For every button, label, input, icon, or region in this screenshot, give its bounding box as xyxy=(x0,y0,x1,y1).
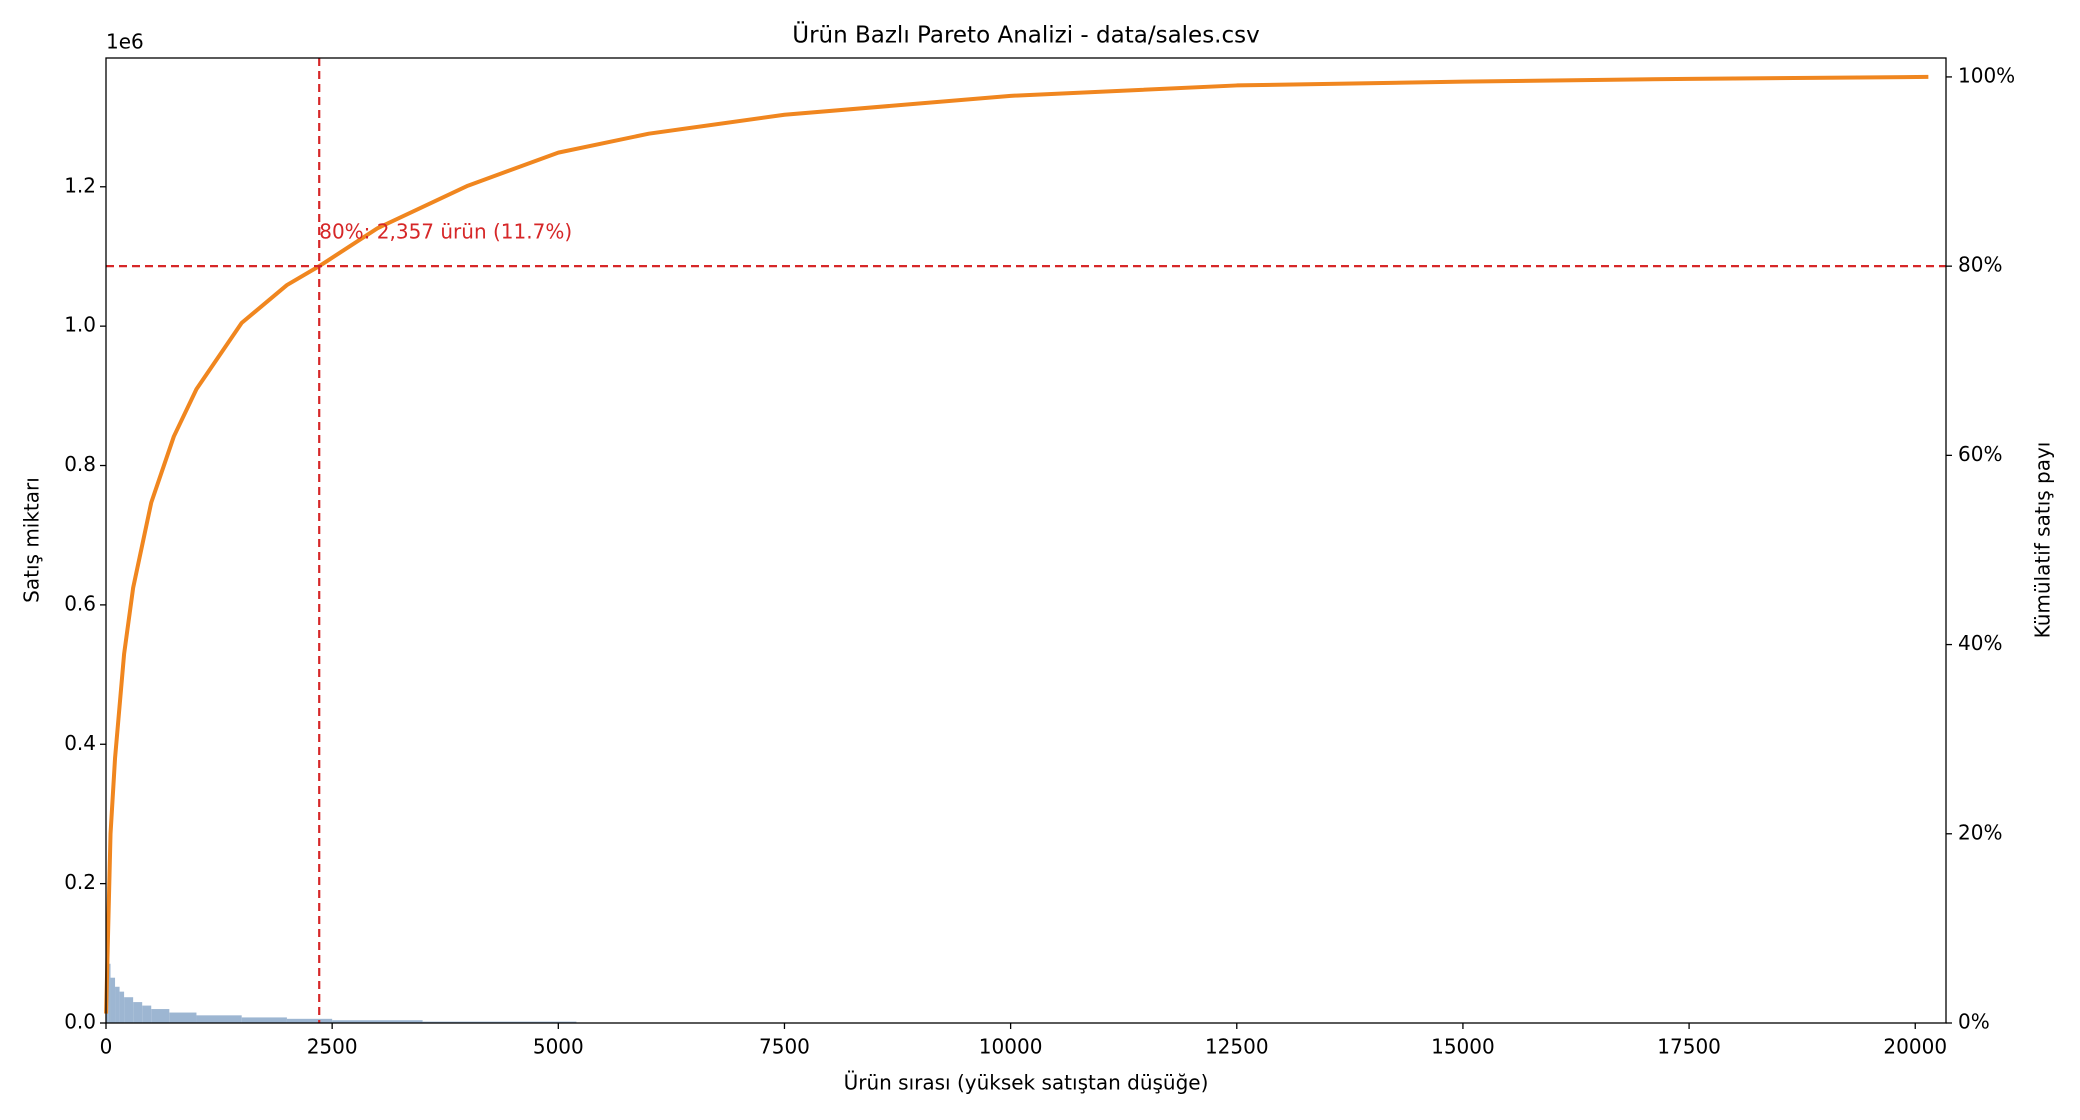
bar xyxy=(133,1002,143,1023)
x-tick-label: 20000 xyxy=(1883,1035,1947,1059)
bar xyxy=(115,986,120,1023)
y2-tick-label: 60% xyxy=(1958,442,2002,466)
bar xyxy=(196,1015,242,1023)
annotation: 80%: 2,357 ürün (11.7%) xyxy=(319,220,572,244)
chart-title: Ürün Bazlı Pareto Analizi - data/sales.c… xyxy=(792,21,1260,49)
y-tick-label: 0.8 xyxy=(64,452,96,476)
bar xyxy=(169,1012,197,1023)
x-tick-label: 12500 xyxy=(1205,1035,1269,1059)
bar xyxy=(119,991,125,1023)
bar xyxy=(110,977,116,1023)
y-offset-label: 1e6 xyxy=(106,30,144,54)
y2-tick-label: 40% xyxy=(1958,631,2002,655)
x-axis-label: Ürün sırası (yüksek satıştan düşüğe) xyxy=(844,1071,1209,1095)
y-tick-label: 1.2 xyxy=(64,173,96,197)
y2-axis-label: Kümülatif satış payı xyxy=(2031,442,2055,639)
y-tick-label: 0.4 xyxy=(64,731,96,755)
y-axis-label: Satış miktarı xyxy=(20,477,44,603)
y-tick-label: 0.0 xyxy=(64,1010,96,1034)
y-tick-label: 0.6 xyxy=(64,591,96,615)
x-tick-label: 7500 xyxy=(759,1035,810,1059)
x-tick-label: 10000 xyxy=(979,1035,1043,1059)
bar xyxy=(151,1009,170,1023)
bar xyxy=(332,1020,423,1023)
bar xyxy=(241,1017,287,1023)
bar xyxy=(422,1021,577,1023)
y2-tick-label: 80% xyxy=(1958,253,2002,277)
y2-tick-label: 100% xyxy=(1958,63,2015,87)
bar xyxy=(108,963,111,1023)
plot-frame xyxy=(105,57,1947,1024)
y2-tick-label: 20% xyxy=(1958,820,2002,844)
bar xyxy=(124,997,134,1023)
x-tick-label: 15000 xyxy=(1431,1035,1495,1059)
x-tick-label: 17500 xyxy=(1657,1035,1721,1059)
y2-tick-label: 0% xyxy=(1958,1010,1990,1034)
bar xyxy=(142,1005,152,1023)
y-tick-label: 0.2 xyxy=(64,870,96,894)
y-tick-label: 1.0 xyxy=(64,313,96,337)
x-tick-label: 0 xyxy=(100,1035,113,1059)
x-tick-label: 5000 xyxy=(533,1035,584,1059)
bar xyxy=(286,1018,333,1023)
x-tick-label: 2500 xyxy=(307,1035,358,1059)
